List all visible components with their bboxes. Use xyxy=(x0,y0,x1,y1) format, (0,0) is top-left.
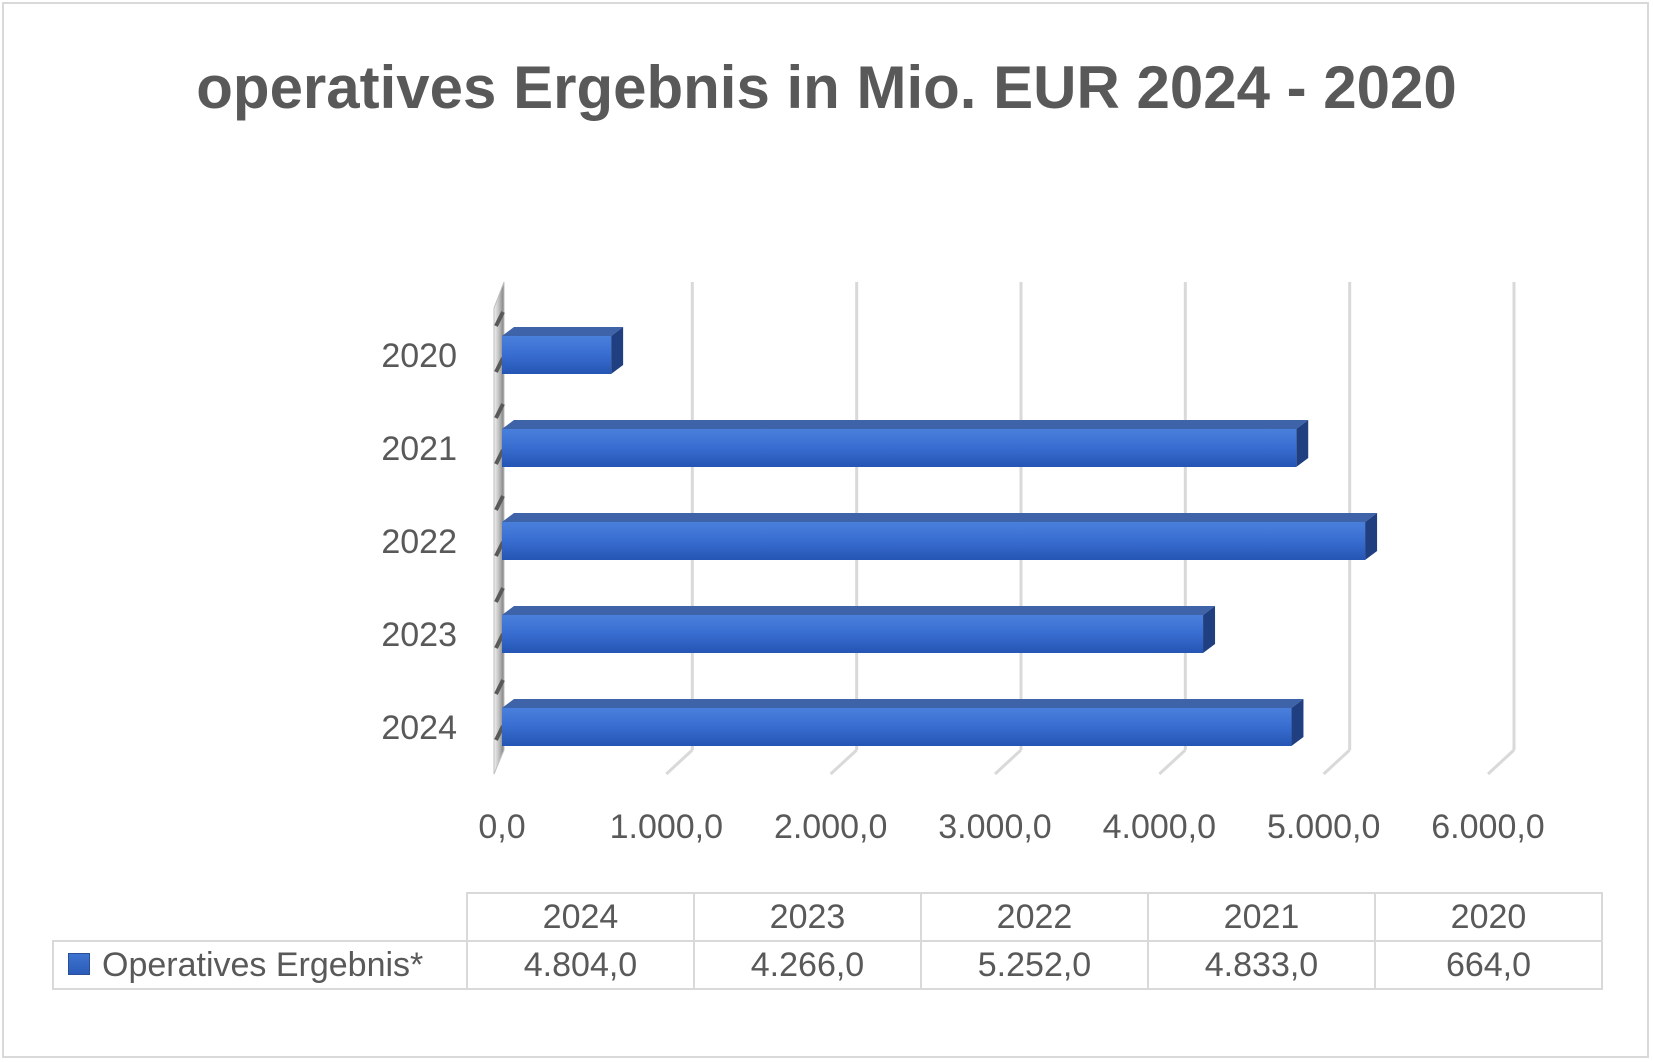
bar-side-face xyxy=(611,327,624,374)
axis-wall-stripe xyxy=(494,311,505,327)
bar xyxy=(502,708,1292,746)
y-category-label: 2024 xyxy=(381,709,457,747)
data-table-column-header: 2020 xyxy=(1374,892,1603,942)
axis-wall-stripe xyxy=(494,679,505,695)
bar-top-face xyxy=(502,606,1216,615)
axis-wall-stripe xyxy=(494,449,505,465)
data-table-value-cell: 4.804,0 xyxy=(466,940,695,990)
axis-wall-stripe xyxy=(494,541,505,557)
bar-top-face xyxy=(502,420,1309,429)
legend-key-icon xyxy=(68,952,90,975)
bar-side-face xyxy=(1296,420,1309,467)
axis-wall-stripe xyxy=(494,587,505,603)
x-tick-label: 3.000,0 xyxy=(938,808,1051,846)
data-table-value-cell: 664,0 xyxy=(1374,940,1603,990)
x-tick-label: 2.000,0 xyxy=(774,808,887,846)
y-category-label: 2020 xyxy=(381,337,457,375)
bar-side-face xyxy=(1203,606,1216,653)
x-tick-label: 1.000,0 xyxy=(610,808,723,846)
bar xyxy=(502,429,1297,467)
data-table-value-cell: 4.266,0 xyxy=(693,940,922,990)
data-table-column-header: 2023 xyxy=(693,892,922,942)
bar-top-face xyxy=(502,513,1378,522)
data-table-column-header: 2022 xyxy=(920,892,1149,942)
y-category-label: 2021 xyxy=(381,430,457,468)
bar-top-face xyxy=(502,327,624,336)
y-category-label: 2023 xyxy=(381,616,457,654)
axis-wall-stripe xyxy=(494,403,505,419)
data-table-series-cell: Operatives Ergebnis* xyxy=(52,940,468,990)
bar xyxy=(502,522,1366,560)
data-table-row: Operatives Ergebnis* 4.804,0 4.266,0 5.2… xyxy=(52,940,1603,990)
data-table: 2024 2023 2022 2021 2020 Operatives Erge… xyxy=(52,892,1603,990)
chart-title: operatives Ergebnis in Mio. EUR 2024 - 2… xyxy=(196,54,1457,121)
bar-side-face xyxy=(1365,513,1378,560)
data-table-value-cell: 4.833,0 xyxy=(1147,940,1376,990)
bar xyxy=(502,336,612,374)
x-tick-label: 0,0 xyxy=(478,808,525,846)
y-category-label: 2022 xyxy=(381,523,457,561)
gridline-floor xyxy=(1486,748,1516,776)
data-table-header-row: 2024 2023 2022 2021 2020 xyxy=(53,892,1603,942)
gridline-floor xyxy=(1158,748,1187,776)
x-tick-label: 5.000,0 xyxy=(1267,808,1380,846)
gridline-floor xyxy=(829,748,858,776)
axis-wall-stripe xyxy=(494,633,505,649)
data-table-column-header: 2024 xyxy=(466,892,695,942)
bar xyxy=(502,615,1204,653)
gridline-floor xyxy=(665,748,694,776)
data-table-corner xyxy=(53,893,468,942)
data-table-value-cell: 5.252,0 xyxy=(920,940,1149,990)
axis-wall-stripe xyxy=(494,357,505,373)
axis-wall-stripe xyxy=(494,725,505,741)
axis-wall-stripe xyxy=(494,495,505,511)
gridline-floor xyxy=(993,748,1023,776)
gridline-floor xyxy=(1322,748,1351,776)
data-table-series-label: Operatives Ergebnis* xyxy=(102,945,424,984)
data-table-column-header: 2021 xyxy=(1147,892,1376,942)
bar-side-face xyxy=(1291,699,1304,746)
bar-top-face xyxy=(502,699,1304,708)
x-tick-label: 4.000,0 xyxy=(1103,808,1216,846)
x-tick-label: 6.000,0 xyxy=(1431,808,1544,846)
